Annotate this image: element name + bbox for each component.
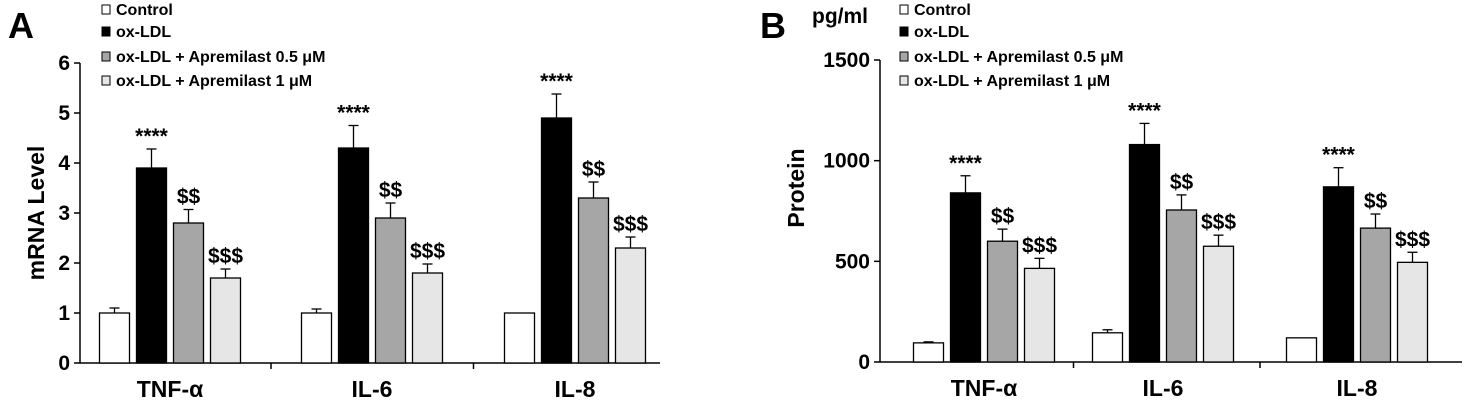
panel-a-category-label: TNF-α	[137, 376, 204, 402]
panel-a-bar	[209, 277, 242, 364]
panel-b-legend-swatch	[899, 26, 909, 37]
panel-a-bar	[172, 222, 205, 364]
panel-a-y-tick-label: 1	[58, 302, 70, 325]
panel-b-bar	[1322, 186, 1355, 363]
panel-a-y-tick-label: 2	[58, 252, 70, 275]
panel-b-bar	[1202, 245, 1235, 363]
panel-b-legend-label: Control	[914, 2, 971, 19]
panel-a-legend-swatch	[101, 51, 111, 62]
panel-b-legend-label: ox-LDL + Apremilast 0.5 μM	[914, 49, 1123, 66]
panel-b-significance-label: $$$	[1201, 211, 1236, 234]
panel-b-category-label: IL-6	[1143, 375, 1184, 401]
panel-b-bar	[1023, 267, 1056, 363]
panel-a-y-tick-label: 3	[58, 202, 70, 225]
panel-a-letter: A	[8, 5, 34, 46]
panel-a-y-tick-label: 0	[58, 352, 70, 375]
panel-a-category-label: IL-6	[352, 376, 393, 402]
panel-b-significance-label: $$	[1170, 171, 1194, 194]
panel-a-bar	[98, 312, 131, 364]
panel-b-y-tick-label: 1500	[823, 49, 870, 72]
panel-b-y-label: Protein	[783, 148, 809, 227]
panel-a-significance-label: $$$	[613, 213, 648, 236]
panel-a-legend-label: ox-LDL + Apremilast 0.5 μM	[116, 49, 325, 66]
panel-b-bar	[912, 342, 945, 363]
panel-b-legend-swatch	[899, 75, 909, 86]
panel-b-bar	[1165, 209, 1198, 363]
panel-a-bar	[300, 312, 333, 364]
panel-a-y-tick-label: 4	[58, 152, 70, 175]
panel-a-bar	[503, 312, 536, 364]
panel-a-bar	[411, 272, 444, 364]
panel-b-significance-label: ****	[949, 152, 983, 175]
panel-a-legend-swatch	[101, 4, 111, 15]
panel-a-y-tick-label: 5	[58, 102, 70, 125]
panel-a-legend-label: Control	[116, 2, 173, 19]
panel-b-bar	[1128, 143, 1161, 363]
panel-a-bar	[337, 147, 370, 364]
panel-b-significance-label: $$	[991, 205, 1015, 228]
panel-a-bar	[374, 217, 407, 364]
panel-b-unit-label: pg/ml	[812, 5, 868, 28]
panel-a-bar	[540, 117, 573, 364]
panel-b-significance-label: $$$	[1022, 234, 1057, 257]
panel-b-bar	[1359, 227, 1392, 363]
panel-b-letter: B	[760, 5, 786, 46]
panel-a-significance-label: ****	[135, 125, 169, 148]
panel-a-bar	[577, 197, 610, 364]
panel-a-significance-label: $$	[379, 179, 403, 202]
panel-b-category-label: IL-8	[1337, 375, 1378, 401]
panel-b-significance-label: ****	[1128, 99, 1162, 122]
panel-b-significance-label: $$$	[1395, 228, 1430, 251]
panel-b-bar	[1285, 337, 1318, 363]
panel-b-legend-label: ox-LDL + Apremilast 1 μM	[914, 73, 1110, 90]
panel-a-bar	[614, 247, 647, 364]
panel-b-legend-swatch	[899, 4, 909, 15]
panel-b-bar	[1396, 261, 1429, 363]
panel-a-legend-label: ox-LDL	[116, 24, 171, 41]
panel-b-significance-label: ****	[1322, 144, 1356, 167]
panel-b-category-label: TNF-α	[951, 375, 1018, 401]
panel-b-y-tick-label: 0	[858, 351, 870, 374]
panel-b-bar	[986, 240, 1019, 363]
panel-a-bar	[135, 167, 168, 364]
panel-b-y-tick-label: 500	[835, 250, 870, 273]
panel-a-legend-label: ox-LDL + Apremilast 1 μM	[116, 73, 312, 90]
panel-a-significance-label: $$$	[410, 240, 445, 263]
panel-a-significance-label: $$	[177, 186, 201, 209]
panel-b-bar	[949, 192, 982, 363]
panel-b-legend-swatch	[899, 51, 909, 62]
panel-a-y-tick-label: 6	[58, 52, 70, 75]
panel-a-legend-swatch	[101, 75, 111, 86]
panel-a-significance-label: $$$	[208, 245, 243, 268]
panel-a-significance-label: ****	[540, 70, 574, 93]
panel-a-legend-swatch	[101, 26, 111, 37]
panel-a-category-label: IL-8	[555, 376, 596, 402]
panel-b-legend-label: ox-LDL	[914, 24, 969, 41]
panel-a-significance-label: $$	[582, 158, 606, 181]
panel-b-bar	[1091, 332, 1124, 363]
panel-a-y-label: mRNA Level	[23, 146, 49, 281]
panel-b-y-tick-label: 1000	[823, 150, 870, 173]
panel-a-significance-label: ****	[337, 102, 371, 125]
panel-b-significance-label: $$	[1364, 190, 1388, 213]
